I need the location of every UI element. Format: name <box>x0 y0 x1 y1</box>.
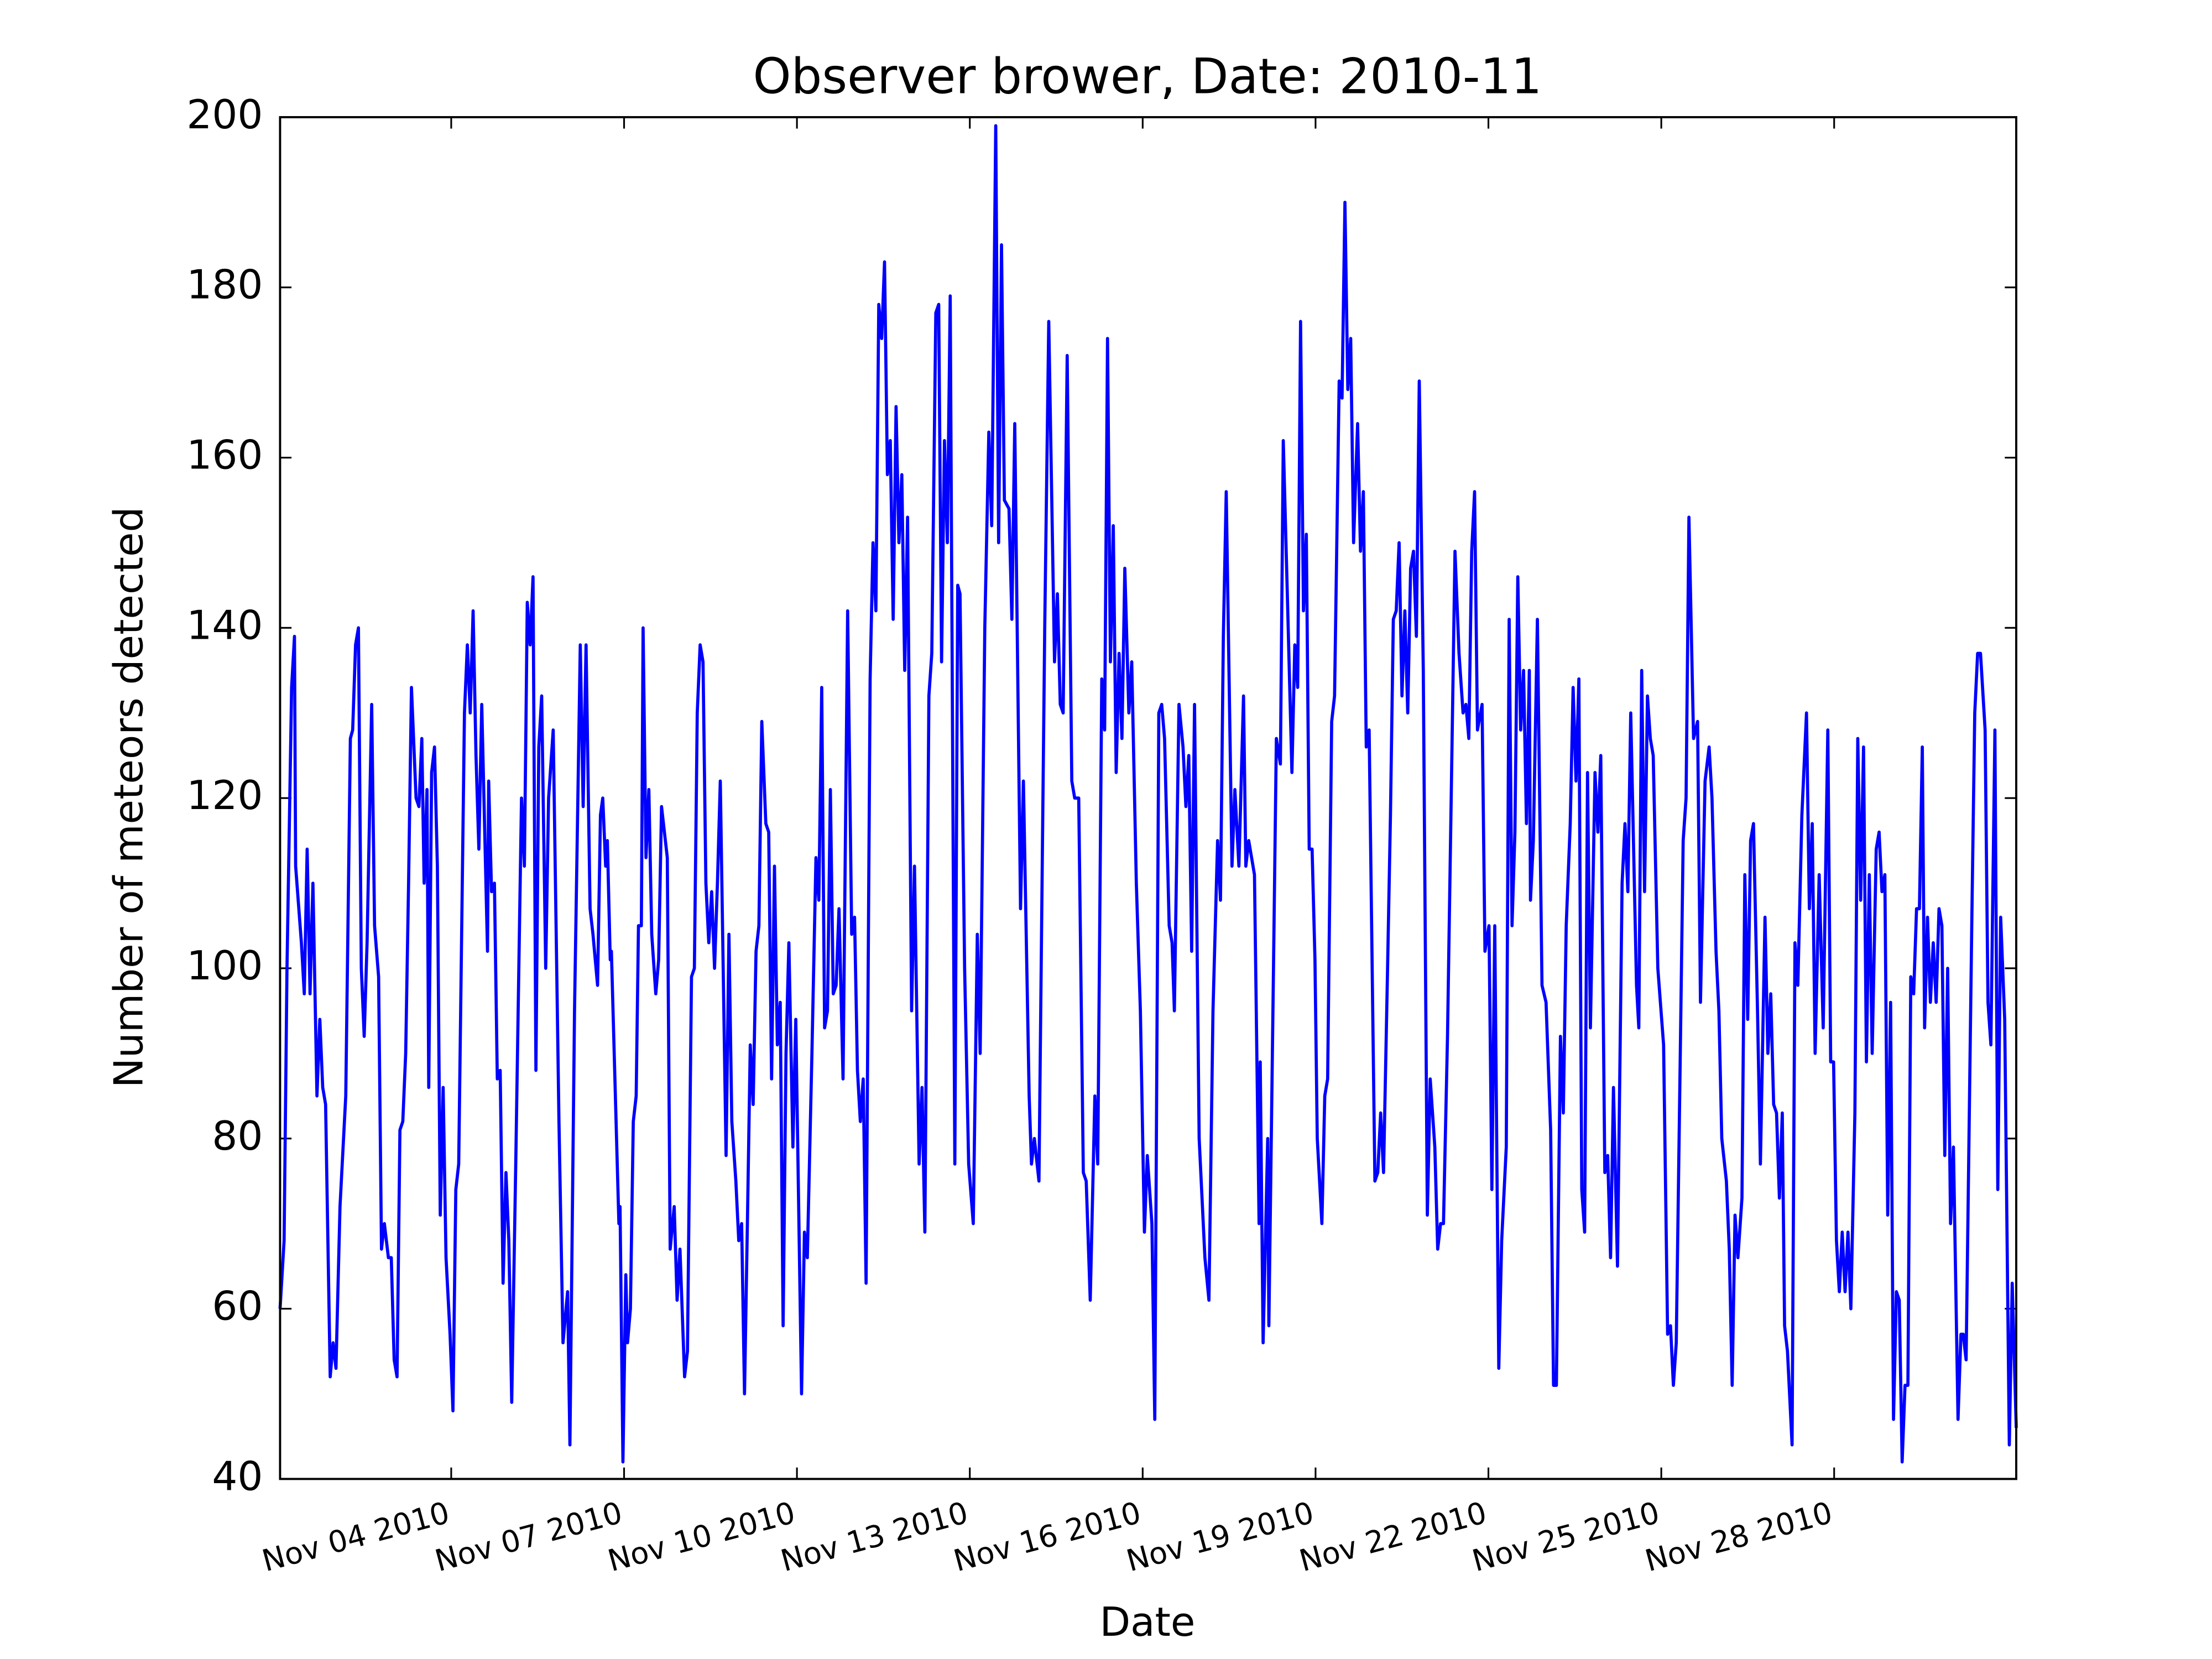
y-tick-label: 80 <box>212 1113 263 1160</box>
data-line <box>278 124 2018 1464</box>
y-tick-label: 180 <box>186 262 263 309</box>
x-axis-label: Date <box>1099 1599 1195 1646</box>
y-tick-label: 60 <box>212 1284 263 1330</box>
y-tick-label: 120 <box>186 773 263 819</box>
y-tick-label: 100 <box>186 943 263 989</box>
y-tick-label: 200 <box>186 92 263 138</box>
y-axis-label: Number of meteors detected <box>106 507 153 1088</box>
plot-frame <box>279 116 2017 1480</box>
chart-title: Observer brower, Date: 2010-11 <box>753 48 1542 105</box>
y-tick-label: 140 <box>186 602 263 649</box>
y-tick-label: 40 <box>212 1453 263 1500</box>
y-tick-label: 160 <box>186 432 263 479</box>
